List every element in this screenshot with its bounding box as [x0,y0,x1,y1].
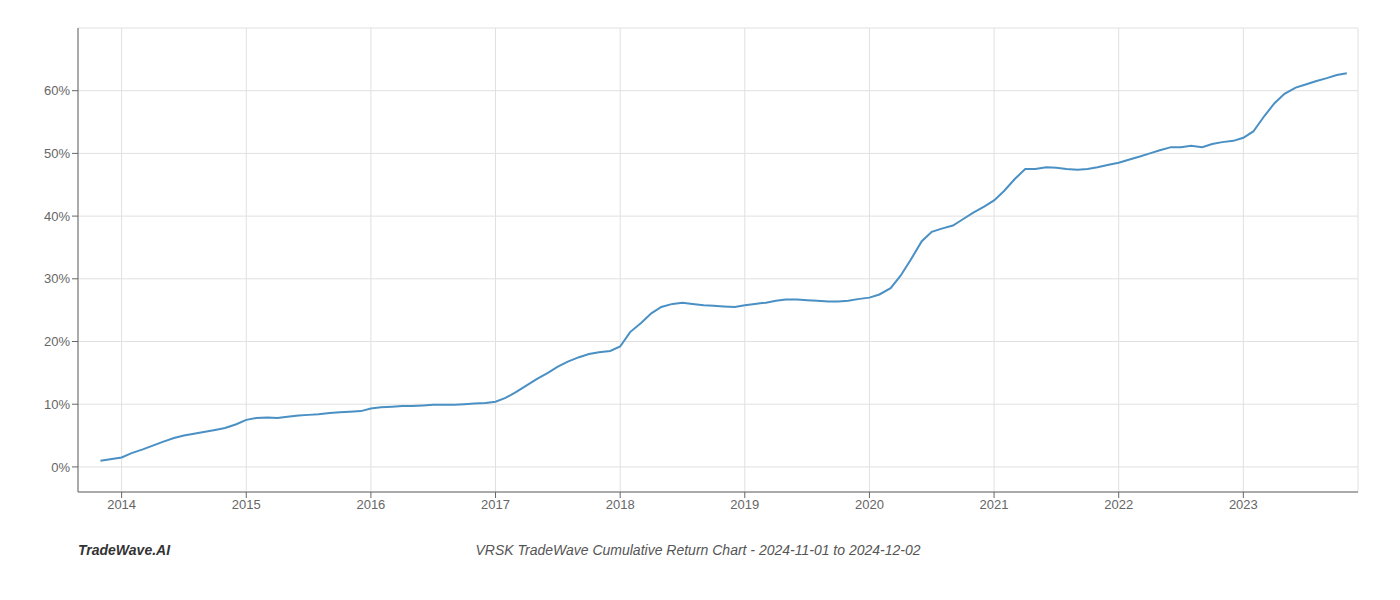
svg-text:2014: 2014 [107,497,136,512]
svg-text:20%: 20% [44,334,70,349]
svg-text:2020: 2020 [855,497,884,512]
svg-text:2018: 2018 [606,497,635,512]
svg-text:0%: 0% [51,460,70,475]
html-text:TradeWave.AI: TradeWave.AI [78,542,171,558]
svg-text:2016: 2016 [356,497,385,512]
svg-text:30%: 30% [44,271,70,286]
svg-text:60%: 60% [44,83,70,98]
html-text:VRSK TradeWave Cumulative Retu: VRSK TradeWave Cumulative Return Chart -… [475,542,921,558]
svg-text:10%: 10% [44,397,70,412]
svg-text:2015: 2015 [232,497,261,512]
svg-text:50%: 50% [44,146,70,161]
svg-text:40%: 40% [44,209,70,224]
svg-text:2021: 2021 [980,497,1009,512]
svg-text:2023: 2023 [1229,497,1258,512]
svg-text:2017: 2017 [481,497,510,512]
svg-text:2022: 2022 [1104,497,1133,512]
svg-text:2019: 2019 [730,497,759,512]
